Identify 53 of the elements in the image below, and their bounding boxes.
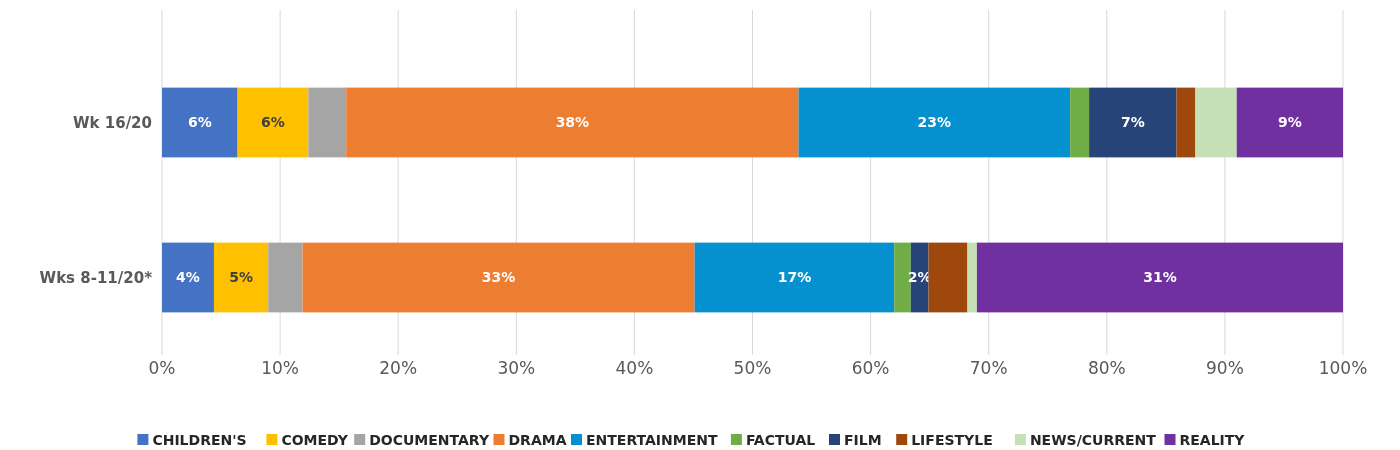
x-tick-label: 20% [379, 357, 418, 378]
y-tick-label: Wks 8-11/20* [39, 268, 153, 287]
y-tick-label: Wk 16/20 [73, 113, 152, 132]
x-tick-label: 10% [261, 357, 299, 378]
bar [1176, 87, 1196, 158]
data-label: 23% [917, 114, 952, 131]
bar [1195, 87, 1237, 158]
bar [162, 87, 238, 158]
legend-label: CHILDREN'S [152, 431, 247, 448]
bar [237, 87, 309, 158]
legend-label: NEWS/CURRENT [1029, 431, 1157, 448]
bar [928, 242, 968, 313]
x-tick-label: 50% [733, 357, 772, 378]
bar [967, 242, 977, 313]
bar [346, 87, 799, 158]
x-tick-label: 100% [1318, 357, 1368, 378]
x-tick-label: 90% [1206, 357, 1244, 378]
bar [302, 242, 695, 313]
data-label: 33% [481, 269, 516, 286]
bar [1089, 87, 1177, 158]
data-label: 31% [1143, 269, 1177, 286]
bar [976, 242, 1343, 313]
legend-label: FILM [844, 431, 882, 448]
data-label: 17% [777, 269, 812, 286]
x-tick-label: 70% [969, 357, 1008, 378]
data-label: 9% [1277, 114, 1302, 131]
legend-label: LIFESTYLE [911, 431, 993, 448]
data-label: 6% [261, 114, 285, 131]
bar [308, 87, 347, 158]
bar [1070, 87, 1090, 158]
data-label: 4% [176, 269, 200, 286]
x-tick-label: 40% [615, 357, 654, 378]
legend-label: DRAMA [508, 431, 567, 448]
data-label: 38% [555, 114, 590, 131]
bar [162, 242, 214, 313]
x-tick-label: 0% [148, 357, 176, 378]
bar [213, 242, 269, 313]
bar [1236, 87, 1343, 158]
bar [894, 242, 911, 313]
data-label: 6% [187, 114, 212, 131]
x-tick-label: 60% [851, 357, 890, 378]
x-tick-label: 80% [1087, 357, 1126, 378]
data-label: 5% [229, 269, 254, 286]
legend-label: FACTUAL [745, 431, 816, 448]
legend-label: ENTERTAINMENT [586, 431, 718, 448]
legend-label: DOCUMENTARY [369, 431, 490, 448]
legend-label: COMEDY [281, 431, 349, 448]
bar [798, 87, 1071, 158]
bar [694, 242, 895, 313]
x-tick-label: 30% [497, 357, 536, 378]
data-label: 7% [1120, 114, 1145, 131]
bar [268, 242, 303, 313]
legend-label: REALITY [1179, 431, 1246, 448]
